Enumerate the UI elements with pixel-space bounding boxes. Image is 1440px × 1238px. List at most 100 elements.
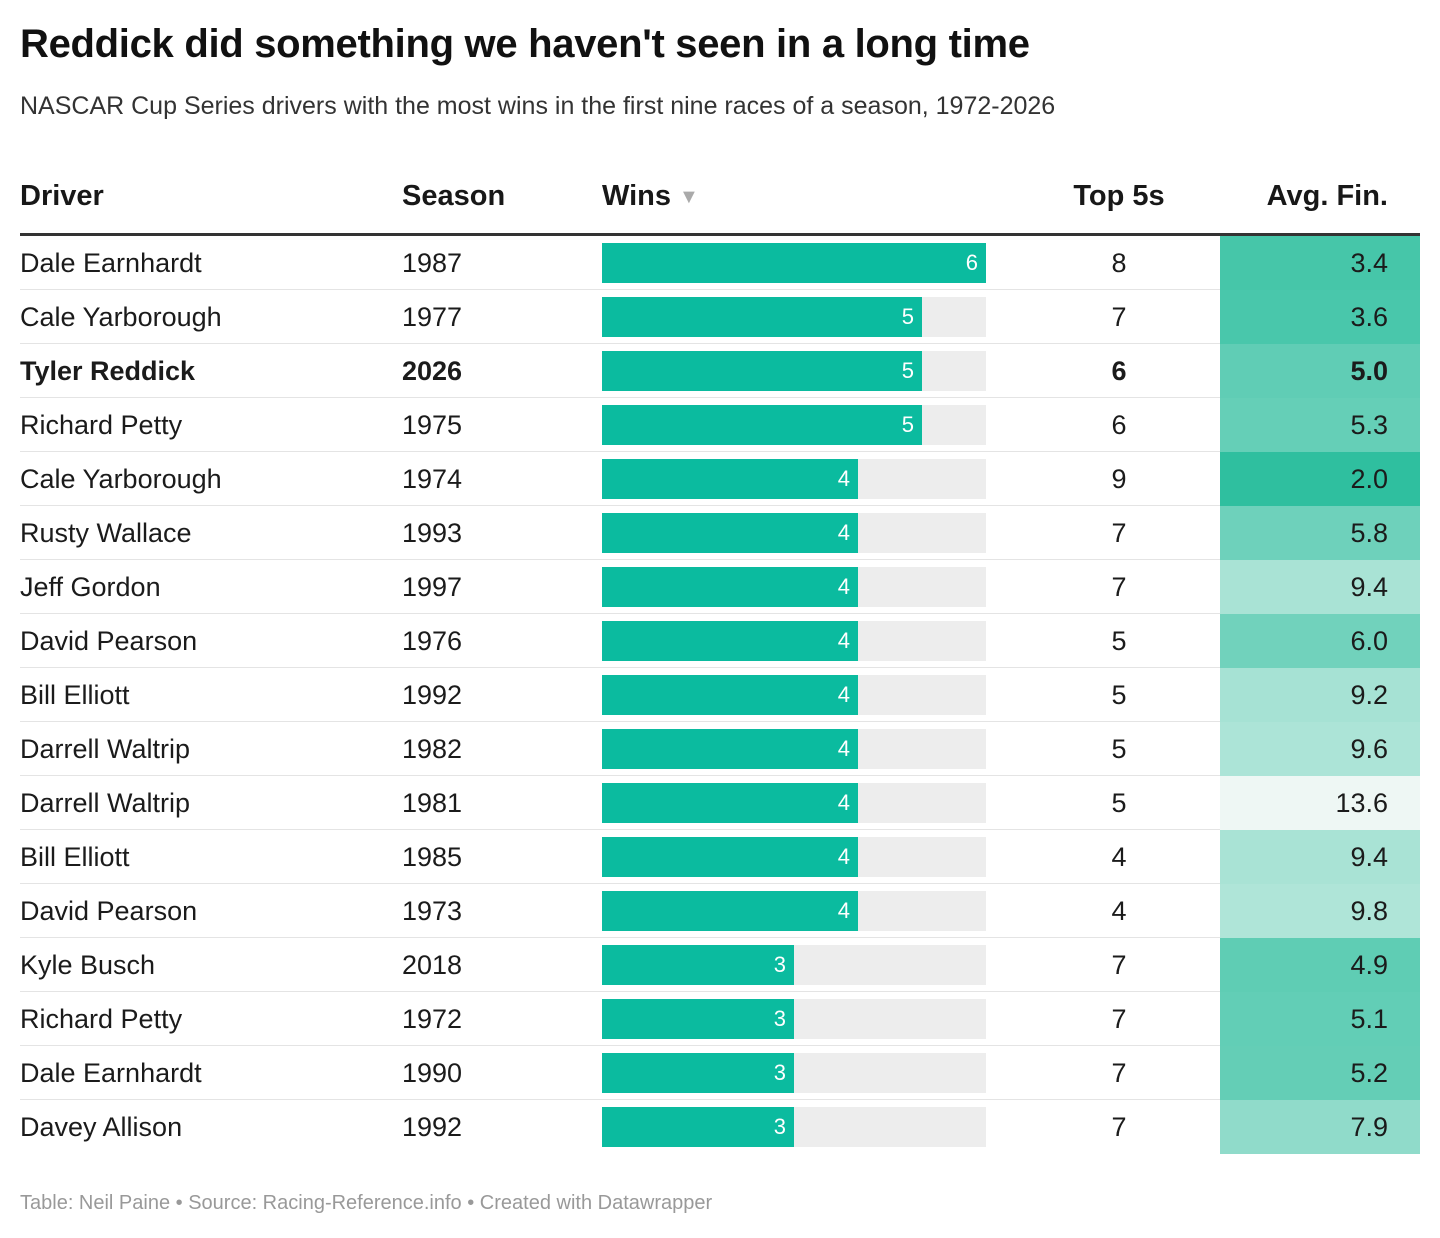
column-header-top5s[interactable]: Top 5s xyxy=(1073,180,1165,212)
column-header-wins[interactable]: Wins ▼ xyxy=(602,180,699,213)
driver-cell: Rusty Wallace xyxy=(20,518,192,548)
driver-cell: Richard Petty xyxy=(20,410,183,440)
avg-finish-cell: 5.8 xyxy=(1220,506,1420,560)
sort-descending-icon[interactable]: ▼ xyxy=(679,186,699,208)
top5s-cell: 7 xyxy=(1111,950,1127,980)
wins-bar xyxy=(602,297,922,337)
avg-finish-cell: 5.1 xyxy=(1220,992,1420,1046)
season-cell: 1987 xyxy=(402,248,463,278)
wins-bar-track: 4 xyxy=(602,729,986,769)
driver-cell: Richard Petty xyxy=(20,1004,183,1034)
avg-finish-cell: 9.4 xyxy=(1220,560,1420,614)
driver-cell: David Pearson xyxy=(20,626,198,656)
wins-bar xyxy=(602,513,858,553)
season-cell: 1992 xyxy=(402,1112,463,1142)
table-row: David Pearson 1976 4 5 6.0 xyxy=(20,614,1420,668)
table-row: Cale Yarborough 1974 4 9 2.0 xyxy=(20,452,1420,506)
wins-bar-label: 4 xyxy=(837,844,850,869)
table-row: Darrell Waltrip 1982 4 5 9.6 xyxy=(20,722,1420,776)
avg-finish-cell: 5.3 xyxy=(1220,398,1420,452)
season-cell: 1975 xyxy=(402,410,463,440)
avg-finish-cell: 6.0 xyxy=(1220,614,1420,668)
wins-bar-track: 4 xyxy=(602,621,986,661)
wins-bar xyxy=(602,729,858,769)
wins-bar-label: 3 xyxy=(773,1006,786,1031)
wins-bar-label: 5 xyxy=(901,304,914,329)
chart-subtitle: NASCAR Cup Series drivers with the most … xyxy=(20,92,1056,120)
wins-bar-label: 4 xyxy=(837,466,850,491)
avg-finish-cell: 3.4 xyxy=(1220,236,1420,290)
column-header-driver[interactable]: Driver xyxy=(20,180,104,212)
table-body: Dale Earnhardt 1987 6 8 3.4 Cale Yarborough 19… xyxy=(20,236,1420,1154)
top5s-cell: 7 xyxy=(1111,518,1127,548)
chart-title: Reddick did something we haven't seen in… xyxy=(20,22,1030,66)
table-row: Richard Petty 1972 3 7 5.1 xyxy=(20,992,1420,1046)
wins-bar-track: 4 xyxy=(602,567,986,607)
wins-bar-label: 3 xyxy=(773,952,786,977)
driver-cell: Tyler Reddick xyxy=(20,356,196,386)
driver-cell: Darrell Waltrip xyxy=(20,788,191,818)
avg-finish-cell: 5.2 xyxy=(1220,1046,1420,1100)
table-row: Darrell Waltrip 1981 4 5 13.6 xyxy=(20,776,1420,830)
wins-bar-label: 4 xyxy=(837,790,850,815)
wins-bar xyxy=(602,621,858,661)
top5s-cell: 5 xyxy=(1111,734,1127,764)
driver-cell: Davey Allison xyxy=(20,1112,183,1142)
top5s-cell: 6 xyxy=(1111,410,1127,440)
season-cell: 1985 xyxy=(402,842,463,872)
wins-bar xyxy=(602,837,858,877)
wins-bar-track: 5 xyxy=(602,405,986,445)
wins-bar xyxy=(602,1107,794,1147)
avg-finish-cell: 9.8 xyxy=(1220,884,1420,938)
season-cell: 1977 xyxy=(402,302,463,332)
wins-bar-label: 4 xyxy=(837,736,850,761)
driver-cell: Cale Yarborough xyxy=(20,464,222,494)
wins-bar-track: 5 xyxy=(602,351,986,391)
top5s-cell: 7 xyxy=(1111,1004,1127,1034)
avg-finish-cell: 9.4 xyxy=(1220,830,1420,884)
wins-bar-track: 4 xyxy=(602,459,986,499)
wins-bar-label: 4 xyxy=(837,628,850,653)
wins-bar xyxy=(602,567,858,607)
wins-bar-label: 4 xyxy=(837,574,850,599)
wins-bar-label: 3 xyxy=(773,1114,786,1139)
driver-cell: Bill Elliott xyxy=(20,842,130,872)
wins-bar xyxy=(602,945,794,985)
wins-bar xyxy=(602,783,858,823)
wins-bar-track: 4 xyxy=(602,783,986,823)
table-row: Kyle Busch 2018 3 7 4.9 xyxy=(20,938,1420,992)
table-row: Davey Allison 1992 3 7 7.9 xyxy=(20,1100,1420,1154)
wins-bar xyxy=(602,459,858,499)
season-cell: 1997 xyxy=(402,572,463,602)
driver-cell: David Pearson xyxy=(20,896,198,926)
column-header-wins-label: Wins xyxy=(602,180,672,212)
season-cell: 2018 xyxy=(402,950,463,980)
table-row: Bill Elliott 1992 4 5 9.2 xyxy=(20,668,1420,722)
top5s-cell: 6 xyxy=(1111,356,1127,386)
driver-cell: Jeff Gordon xyxy=(20,572,161,602)
wins-bar-track: 5 xyxy=(602,297,986,337)
table-row: Dale Earnhardt 1990 3 7 5.2 xyxy=(20,1046,1420,1100)
table-row: David Pearson 1973 4 4 9.8 xyxy=(20,884,1420,938)
season-cell: 1993 xyxy=(402,518,463,548)
top5s-cell: 7 xyxy=(1111,1112,1127,1142)
top5s-cell: 5 xyxy=(1111,626,1127,656)
chart-footer: Table: Neil Paine • Source: Racing-Refer… xyxy=(20,1192,713,1214)
wins-bar-label: 6 xyxy=(965,250,978,275)
wins-bar xyxy=(602,675,858,715)
avg-finish-cell: 9.2 xyxy=(1220,668,1420,722)
table-header: Driver Season Wins ▼ Top 5s Avg. Fin. xyxy=(20,170,1420,236)
wins-bar xyxy=(602,1053,794,1093)
table-row: Dale Earnhardt 1987 6 8 3.4 xyxy=(20,236,1420,290)
top5s-cell: 7 xyxy=(1111,302,1127,332)
driver-cell: Dale Earnhardt xyxy=(20,248,202,278)
wins-bar-track: 4 xyxy=(602,675,986,715)
wins-bar-track: 4 xyxy=(602,837,986,877)
column-header-season[interactable]: Season xyxy=(402,180,506,212)
driver-cell: Kyle Busch xyxy=(20,950,156,980)
wins-bar-label: 3 xyxy=(773,1060,786,1085)
season-cell: 2026 xyxy=(402,356,463,386)
top5s-cell: 7 xyxy=(1111,572,1127,602)
column-header-avg-finish[interactable]: Avg. Fin. xyxy=(1266,180,1388,212)
avg-finish-cell: 7.9 xyxy=(1220,1100,1420,1154)
